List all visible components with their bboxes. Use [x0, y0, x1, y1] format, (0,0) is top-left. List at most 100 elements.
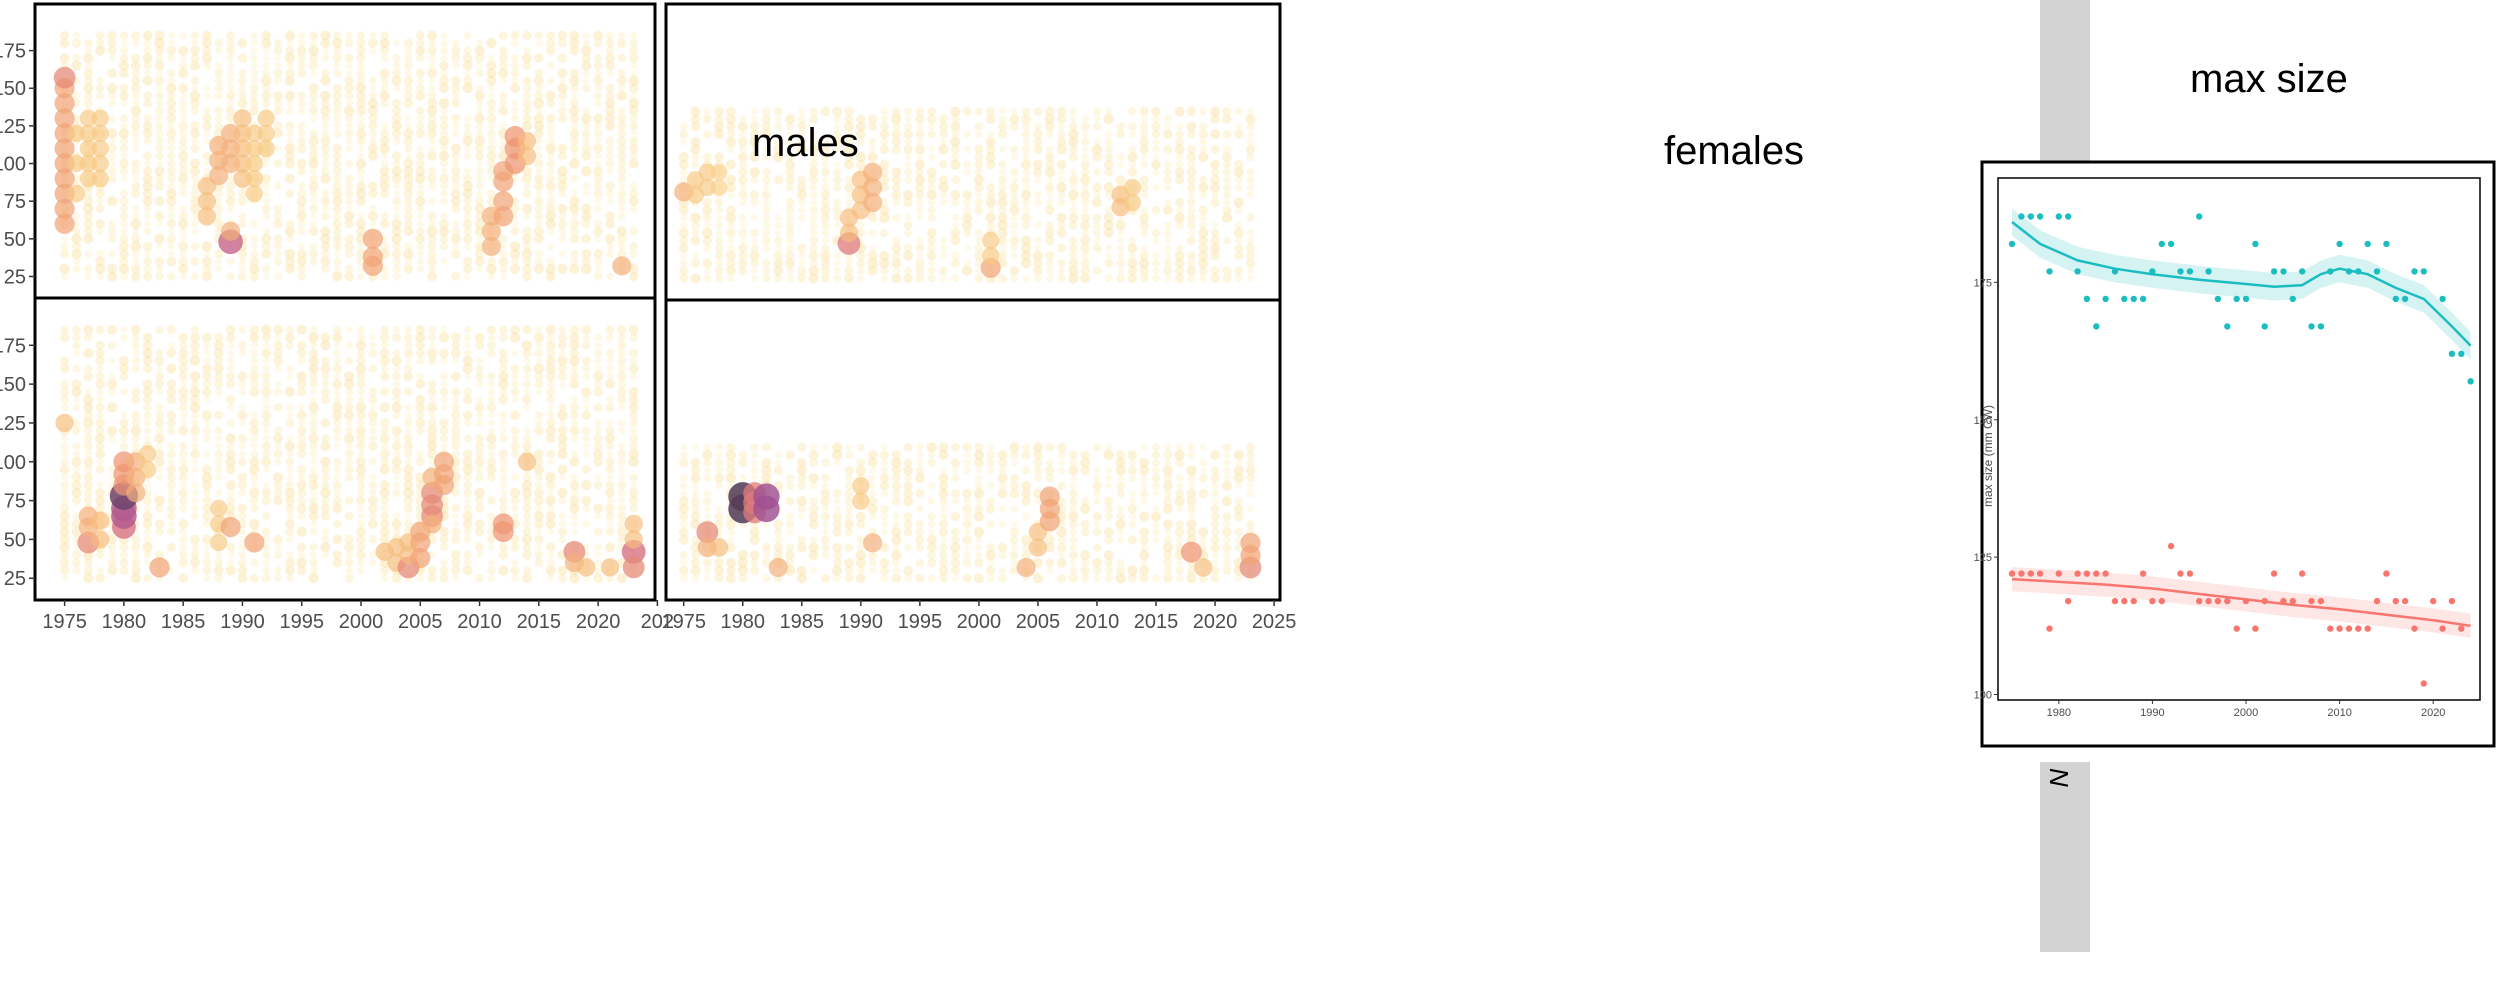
- bg-dot: [1222, 190, 1231, 199]
- bg-dot: [297, 449, 307, 459]
- bg-dot: [309, 418, 318, 428]
- bg-dot: [546, 387, 556, 397]
- bg-dot: [1163, 221, 1172, 230]
- bg-dot: [1139, 106, 1149, 117]
- bg-dot: [72, 265, 81, 273]
- bg-dot: [617, 189, 626, 198]
- bg-dot: [1105, 244, 1113, 252]
- bg-dot: [367, 151, 378, 161]
- bg-dot: [344, 219, 354, 229]
- bg-dot: [167, 272, 176, 281]
- bg-dot: [1210, 129, 1221, 140]
- bg-dot: [605, 527, 615, 536]
- bg-dot: [523, 212, 531, 220]
- bg-dot: [155, 410, 164, 420]
- bg-dot: [521, 487, 533, 498]
- bg-dot: [321, 380, 330, 389]
- bg-dot: [867, 258, 878, 269]
- bg-dot: [951, 213, 960, 222]
- bg-dot: [143, 61, 152, 70]
- bg-dot: [321, 356, 330, 366]
- bg-dot: [310, 212, 318, 220]
- bg-dot: [891, 573, 901, 583]
- bg-dot: [593, 30, 604, 41]
- bg-dot: [120, 388, 128, 396]
- bg-dot: [132, 39, 140, 47]
- bg-dot: [855, 511, 866, 522]
- bg-dot: [379, 355, 390, 366]
- bg-dot: [535, 190, 543, 198]
- bg-dot: [475, 122, 484, 130]
- bg-dot: [356, 121, 366, 131]
- bg-dot: [522, 203, 532, 214]
- bg-dot: [167, 488, 176, 497]
- bg-dot: [356, 76, 366, 85]
- bg-dot: [963, 451, 971, 459]
- bg-dot: [939, 191, 948, 199]
- bg-dot: [618, 403, 626, 411]
- bg-dot: [786, 512, 794, 521]
- bg-dot: [416, 250, 424, 258]
- bg-dot: [986, 574, 995, 583]
- bg-dot: [582, 182, 590, 190]
- bg-dot: [119, 144, 129, 153]
- bg-dot: [680, 474, 688, 482]
- bg-dot: [249, 487, 260, 498]
- bg-dot: [84, 388, 92, 396]
- bg-dot: [569, 196, 580, 207]
- bg-dot: [156, 84, 163, 92]
- bg-dot: [154, 166, 165, 177]
- bg-dot: [155, 465, 164, 474]
- bg-dot: [274, 458, 282, 466]
- bg-dot: [1199, 213, 1208, 222]
- bg-dot: [606, 450, 614, 458]
- bg-dot: [546, 380, 555, 389]
- bg-dot: [142, 340, 153, 351]
- bg-dot: [166, 387, 177, 397]
- bg-dot: [438, 332, 450, 343]
- data-point: [2055, 213, 2062, 220]
- bg-dot: [404, 449, 413, 459]
- data-point: [2242, 597, 2250, 605]
- bg-dot: [344, 234, 354, 244]
- bg-dot: [569, 263, 580, 274]
- bg-dot: [1163, 175, 1173, 185]
- bg-dot: [415, 234, 426, 244]
- bg-dot: [773, 519, 783, 530]
- bg-dot: [938, 182, 949, 193]
- bg-dot: [844, 121, 854, 132]
- bg-dot: [179, 341, 188, 350]
- bg-dot: [582, 31, 590, 40]
- bg-dot: [1081, 497, 1090, 506]
- bg-dot: [380, 496, 390, 505]
- bg-dot: [297, 512, 306, 521]
- bg-dot: [404, 257, 413, 266]
- bg-dot: [285, 68, 295, 78]
- data-point: [2373, 597, 2381, 605]
- bg-dot: [249, 98, 259, 108]
- bg-dot: [84, 465, 93, 474]
- bg-dot: [1021, 550, 1031, 560]
- data-point: [2261, 323, 2268, 330]
- bg-dot: [487, 559, 495, 567]
- bg-dot: [998, 466, 1007, 475]
- bg-dot: [821, 167, 830, 177]
- bg-dot: [821, 482, 830, 490]
- bg-dot: [617, 136, 627, 146]
- facet-strip-fragment: N: [2044, 768, 2074, 787]
- bg-dot: [262, 182, 271, 191]
- bg-dot: [427, 30, 438, 41]
- x-tick-label: 1990: [220, 611, 265, 633]
- bg-dot: [534, 519, 544, 529]
- bg-dot: [510, 441, 520, 451]
- bg-dot: [131, 434, 140, 443]
- bg-dot: [261, 418, 271, 428]
- bg-dot: [344, 76, 354, 86]
- bg-dot: [416, 574, 424, 582]
- bg-dot: [974, 481, 983, 490]
- bg-dot: [72, 403, 81, 412]
- bg-dot: [214, 410, 224, 420]
- bg-dot: [891, 465, 902, 476]
- bg-dot: [475, 107, 484, 115]
